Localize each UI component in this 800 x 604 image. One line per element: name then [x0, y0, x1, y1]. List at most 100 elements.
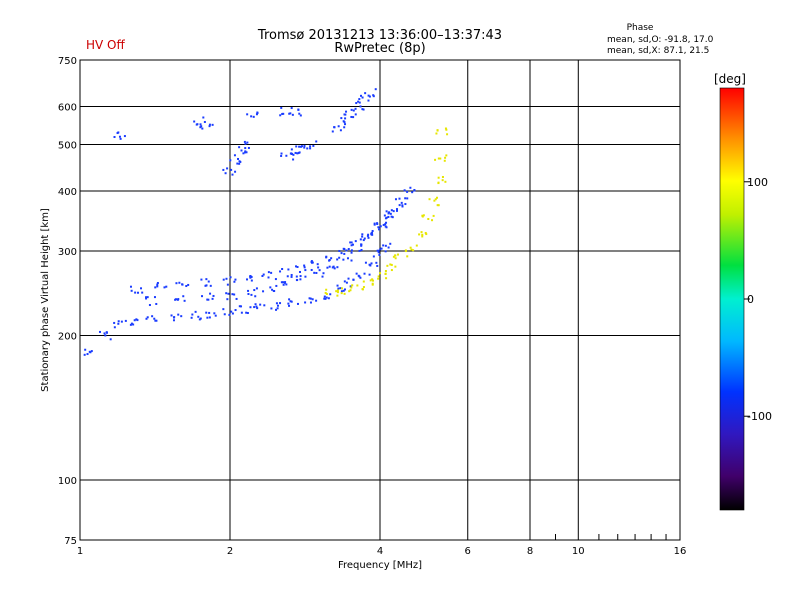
- data-point-o: [303, 266, 306, 269]
- data-point-o: [279, 302, 282, 305]
- data-point-o: [247, 289, 250, 292]
- data-point-o: [246, 278, 249, 281]
- data-point-o: [309, 301, 312, 304]
- data-point-o: [226, 167, 229, 170]
- data-point-x: [421, 233, 424, 236]
- data-point-o: [363, 272, 366, 275]
- data-point-o: [285, 283, 288, 286]
- data-point-o: [255, 287, 258, 290]
- data-point-o: [175, 282, 178, 285]
- data-point-o: [253, 306, 256, 309]
- data-point-o: [282, 112, 285, 115]
- y-tick-label: 100: [58, 476, 77, 487]
- data-point-o: [288, 112, 291, 115]
- data-point-o: [340, 252, 343, 255]
- data-point-o: [391, 216, 394, 219]
- data-point-o: [177, 298, 180, 301]
- data-point-o: [387, 215, 390, 218]
- colorbar-tick-label: 100: [747, 176, 768, 189]
- data-point-o: [375, 261, 378, 264]
- data-point-x: [435, 196, 438, 199]
- data-point-x: [444, 156, 447, 159]
- data-point-o: [275, 284, 278, 287]
- data-point-o: [304, 275, 307, 278]
- data-point-o: [389, 242, 392, 245]
- data-point-o: [231, 293, 234, 296]
- hv-status-label: HV Off: [86, 38, 125, 52]
- data-point-o: [373, 223, 376, 226]
- data-point-o: [252, 115, 255, 118]
- colorbar: [deg] 100 0 -100: [714, 72, 772, 511]
- data-point-o: [225, 292, 228, 295]
- data-point-o: [322, 272, 325, 275]
- data-point-o: [199, 126, 202, 129]
- data-point-o: [276, 304, 279, 307]
- data-point-x: [392, 255, 395, 258]
- data-point-x: [445, 128, 448, 131]
- data-point-o: [201, 127, 204, 130]
- data-point-o: [182, 295, 185, 298]
- chart-subtitle: RwPretec (8p): [334, 41, 425, 56]
- data-point-o: [310, 268, 313, 271]
- data-point-x: [445, 154, 448, 157]
- data-point-o: [154, 286, 157, 289]
- data-point-o: [202, 116, 205, 119]
- x-tick-label: 1: [77, 546, 83, 557]
- data-point-o: [229, 276, 232, 279]
- data-point-o: [403, 189, 406, 192]
- data-point-o: [123, 135, 126, 138]
- data-point-o: [360, 243, 363, 246]
- data-point-o: [377, 251, 380, 254]
- data-point-o: [344, 117, 347, 120]
- y-axis-ticks: 75 100 200 300 400 500 600 750: [58, 56, 77, 547]
- data-point-o: [292, 153, 295, 156]
- data-point-o: [413, 188, 416, 191]
- data-point-x: [434, 198, 437, 201]
- data-point-x: [439, 157, 442, 160]
- data-point-o: [132, 323, 135, 326]
- data-point-o: [223, 313, 226, 316]
- data-point-o: [117, 131, 120, 134]
- data-point-o: [367, 99, 370, 102]
- data-point-x: [343, 292, 346, 295]
- data-point-o: [247, 293, 250, 296]
- data-point-o: [309, 147, 312, 150]
- data-point-o: [290, 273, 293, 276]
- y-tick-label: 750: [58, 56, 77, 67]
- data-point-o: [343, 121, 346, 124]
- data-point-o: [377, 226, 380, 229]
- data-point-o: [172, 319, 175, 322]
- data-point-o: [384, 244, 387, 247]
- data-point-o: [129, 285, 132, 288]
- data-point-o: [267, 271, 270, 274]
- data-point-o: [282, 283, 285, 286]
- data-point-o: [255, 113, 258, 116]
- data-point-o: [298, 145, 301, 148]
- data-point-o: [254, 295, 257, 298]
- data-point-o: [358, 98, 361, 101]
- data-point-o: [310, 260, 313, 263]
- data-point-o: [208, 316, 211, 319]
- data-point-o: [84, 348, 87, 351]
- data-point-x: [335, 290, 338, 293]
- data-point-x: [441, 179, 444, 182]
- data-point-o: [208, 123, 211, 126]
- data-point-o: [295, 275, 298, 278]
- data-point-o: [148, 304, 151, 307]
- data-point-o: [206, 298, 209, 301]
- data-point-o: [336, 258, 339, 261]
- data-point-o: [409, 186, 412, 189]
- data-point-o: [359, 105, 362, 108]
- data-point-o: [350, 259, 353, 262]
- data-point-o: [140, 287, 143, 290]
- data-point-o: [98, 330, 101, 333]
- data-point-x: [349, 289, 352, 292]
- data-point-o: [333, 126, 336, 129]
- data-point-o: [384, 250, 387, 253]
- data-point-o: [368, 273, 371, 276]
- data-point-o: [156, 281, 159, 284]
- data-point-o: [156, 285, 159, 288]
- data-point-o: [383, 214, 386, 217]
- data-point-o: [306, 147, 309, 150]
- data-point-o: [352, 243, 355, 246]
